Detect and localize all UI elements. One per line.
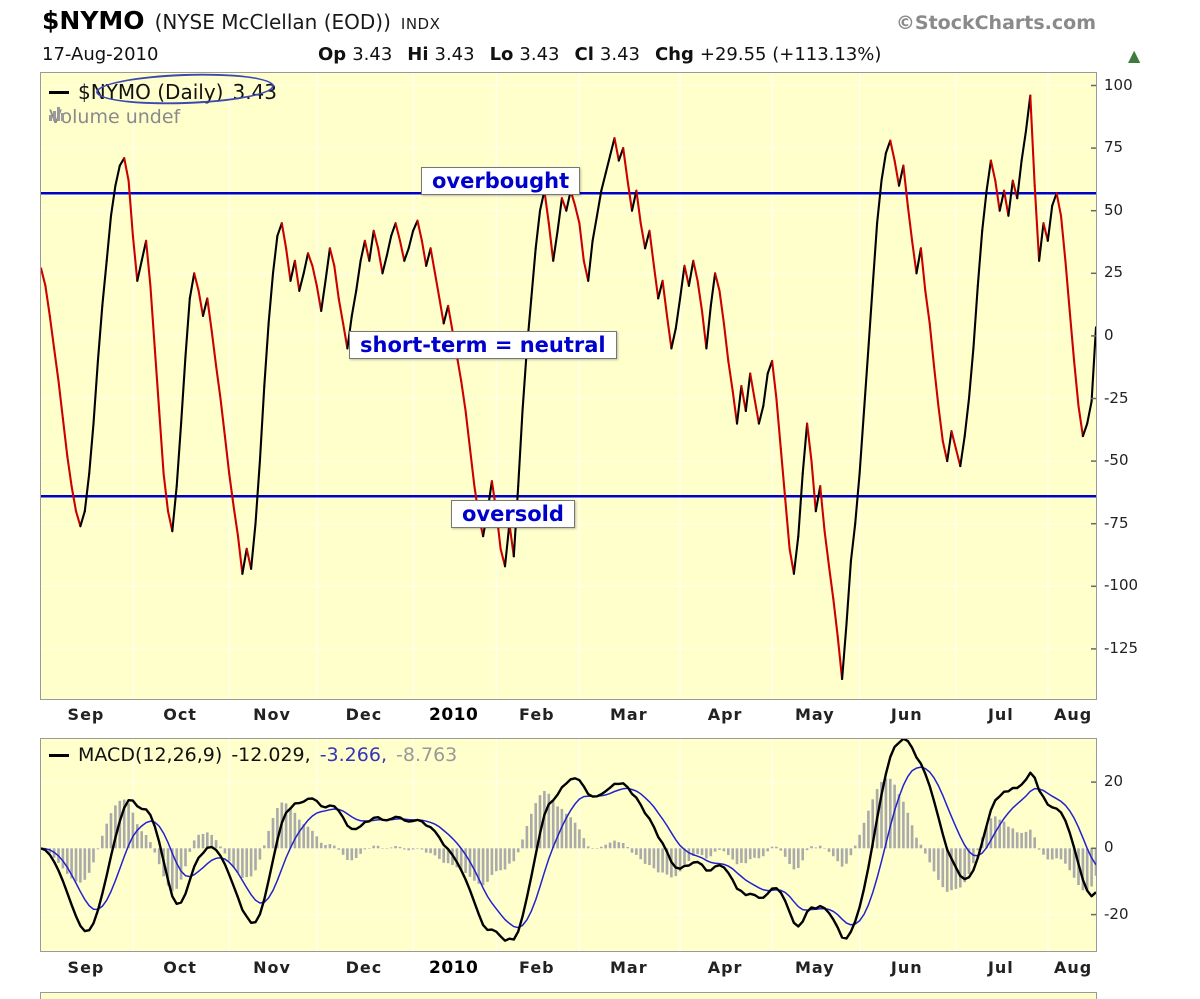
y-tick-label: -125 [1104, 638, 1139, 657]
main-chart-panel: $NYMO (Daily) 3.43 Volume undef overboug… [40, 70, 1097, 700]
next-panel-edge [40, 992, 1097, 999]
x-axis-month-label: Apr [707, 705, 743, 724]
y-tick-label: 20 [1104, 772, 1124, 791]
change-label: Chg [654, 44, 694, 65]
up-arrow-icon: ▲ [1128, 46, 1141, 65]
y-tick-label: -50 [1104, 451, 1129, 470]
x-axis-month-label: Nov [253, 958, 291, 977]
y-tick-label: -25 [1104, 388, 1129, 407]
high-label: Hi [407, 44, 429, 65]
neutral-annotation: short-term = neutral [349, 331, 617, 359]
x-axis-month-label: Aug [1053, 705, 1093, 724]
macd-signal-value: -3.266, [319, 744, 387, 766]
y-tick-label: -100 [1104, 576, 1139, 595]
y-tick-label: -75 [1104, 513, 1129, 532]
macd-y-axis: 20 0 -20 [1104, 738, 1168, 952]
x-axis-month-label: Jul [987, 705, 1014, 724]
x-axis-month-label: Sep [67, 705, 105, 724]
open-label: Op [318, 44, 347, 65]
low-quote: Lo 3.43 [490, 44, 560, 65]
x-axis-month-label: Jun [890, 705, 923, 724]
high-value: 3.43 [434, 44, 475, 65]
y-tick-label: 25 [1104, 263, 1124, 282]
y-tick-label: -20 [1104, 904, 1129, 923]
x-axis-month-label: Mar [609, 705, 648, 724]
x-axis-month-label: Feb [519, 958, 555, 977]
x-axis-year-label: 2010 [429, 958, 479, 978]
y-tick-label: 50 [1104, 200, 1124, 219]
macd-line-swatch [49, 753, 69, 757]
macd-chart [41, 739, 1096, 951]
x-axis-month-label: May [795, 705, 835, 724]
symbol-name: (NYSE McClellan (EOD)) [154, 10, 391, 34]
series-label: $NYMO (Daily) [78, 80, 224, 104]
chart-title-row: $NYMO (NYSE McClellan (EOD)) INDX [42, 6, 440, 35]
main-y-axis: 100 75 50 25 0 -25 -50 -75 -100 -125 [1104, 72, 1168, 700]
main-chart-legend: $NYMO (Daily) 3.43 [49, 80, 277, 104]
exchange-label: INDX [400, 15, 441, 33]
close-label: Cl [574, 44, 594, 65]
quote-date: 17-Aug-2010 [42, 44, 159, 65]
main-x-axis: Sep Oct Nov Dec 2010 Feb Mar Apr May Jun Jul Aug [40, 702, 1097, 730]
macd-label: MACD(12,26,9) [78, 744, 223, 766]
change-quote: Chg +29.55 (+113.13%) [655, 44, 881, 65]
x-axis-month-label: Apr [707, 958, 743, 977]
low-label: Lo [489, 44, 514, 65]
overbought-annotation: overbought [421, 167, 581, 195]
x-axis-month-label: Oct [163, 958, 197, 977]
x-axis-month-label: Jul [987, 958, 1014, 977]
x-axis-month-label: Oct [163, 705, 197, 724]
x-axis-month-label: Sep [67, 958, 105, 977]
x-axis-month-label: Nov [253, 705, 291, 724]
open-quote: Op 3.43 [318, 44, 392, 65]
price-line-swatch [49, 90, 69, 94]
close-value: 3.43 [599, 44, 640, 65]
series-last-value: 3.43 [232, 80, 277, 104]
open-value: 3.43 [352, 44, 393, 65]
y-tick-label: 0 [1104, 838, 1114, 857]
macd-panel: MACD(12,26,9) -12.029, -3.266, -8.763 [40, 738, 1097, 952]
macd-hist-value: -8.763 [396, 744, 458, 766]
x-axis-month-label: Aug [1053, 958, 1093, 977]
x-axis-month-label: Mar [609, 958, 648, 977]
volume-bars-icon [49, 107, 64, 121]
volume-label: Volume undef [49, 106, 181, 128]
oversold-annotation: oversold [451, 500, 575, 528]
macd-value: -12.029, [231, 744, 311, 766]
stockcharts-copyright: ©StockCharts.com [895, 12, 1096, 34]
close-quote: Cl 3.43 [575, 44, 640, 65]
y-tick-label: 75 [1104, 138, 1124, 157]
x-axis-year-label: 2010 [429, 705, 479, 725]
x-axis-month-label: Dec [345, 958, 383, 977]
y-tick-label: 0 [1104, 325, 1114, 344]
low-value: 3.43 [519, 44, 560, 65]
x-axis-month-label: Feb [519, 705, 555, 724]
x-axis-month-label: Jun [890, 958, 923, 977]
symbol: $NYMO [42, 6, 145, 35]
quote-ohlc-row: Op 3.43 Hi 3.43 Lo 3.43 Cl 3.43 Chg +29.55 (+… [318, 44, 881, 65]
volume-legend: Volume undef [49, 106, 180, 128]
x-axis-month-label: Dec [345, 705, 383, 724]
change-value: +29.55 (+113.13%) [699, 44, 882, 65]
high-quote: Hi 3.43 [407, 44, 474, 65]
macd-x-axis: Sep Oct Nov Dec 2010 Feb Mar Apr May Jun Jul Aug [40, 955, 1097, 983]
macd-legend: MACD(12,26,9) -12.029, -3.266, -8.763 [49, 744, 457, 766]
x-axis-month-label: May [795, 958, 835, 977]
y-tick-label: 100 [1104, 75, 1133, 94]
